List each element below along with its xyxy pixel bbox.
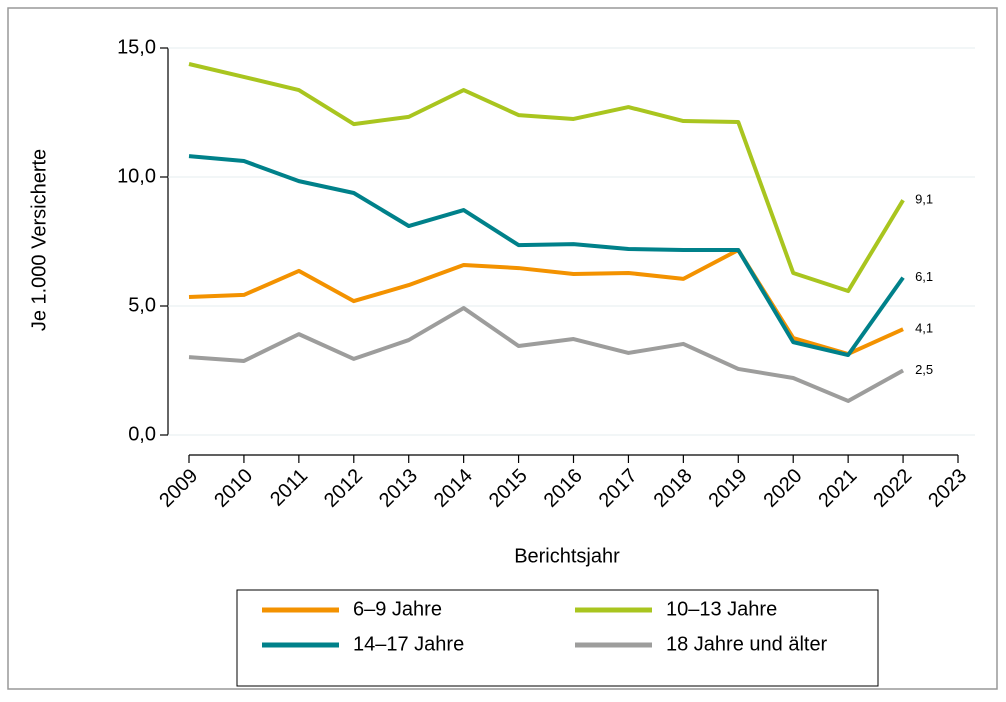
legend-label: 6–9 Jahre [353, 598, 442, 620]
x-axis-title: Berichtsjahr [514, 545, 620, 567]
data-label: 9,1 [915, 192, 933, 207]
data-label: 6,1 [915, 269, 933, 284]
data-label: 4,1 [915, 321, 933, 336]
series-line [188, 154, 905, 358]
y-tick-label: 10,0 [117, 165, 156, 187]
legend-label: 14–17 Jahre [353, 633, 464, 655]
legend-label: 10–13 Jahre [666, 598, 777, 620]
legend-label: 18 Jahre und älter [666, 633, 828, 655]
legend-box [236, 589, 879, 687]
series-line [188, 306, 905, 403]
y-tick-label: 15,0 [117, 36, 156, 58]
y-tick-label: 0,0 [128, 423, 156, 445]
y-axis-title: Je 1.000 Versicherte [28, 149, 50, 331]
y-tick-label: 5,0 [128, 294, 156, 316]
frame [7, 7, 998, 690]
series-line [188, 62, 905, 294]
data-label: 2,5 [915, 362, 933, 377]
